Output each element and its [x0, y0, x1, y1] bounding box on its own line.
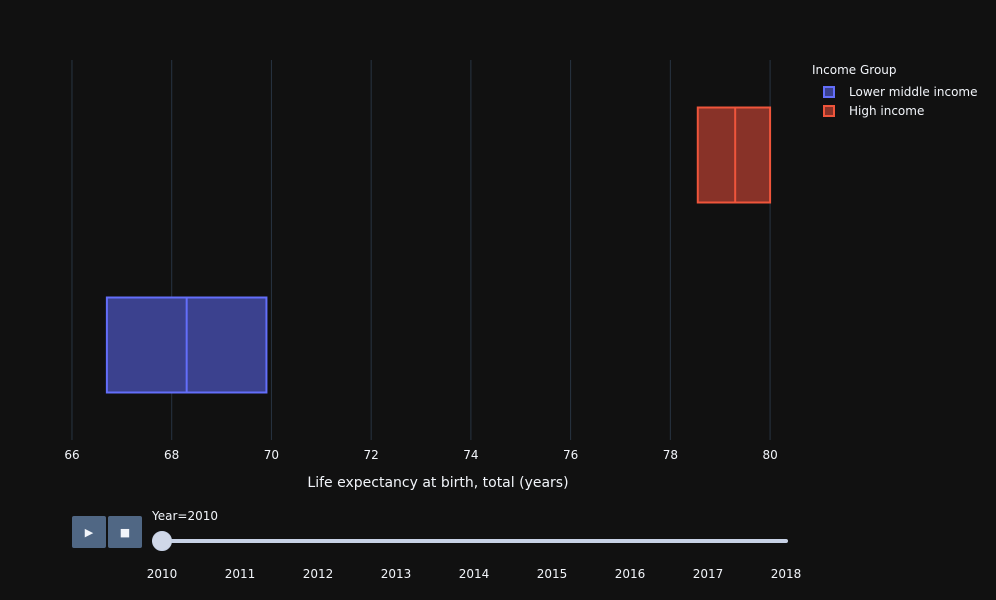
year-slider-steps: 2010 2011 2012 2013 2014 2015 2016 2017 2018 [0, 567, 996, 583]
x-tick-label: 78 [663, 448, 678, 462]
slider-step-label[interactable]: 2012 [302, 567, 334, 581]
legend-label: High income [849, 103, 925, 118]
slider-step-label[interactable]: 2018 [770, 567, 802, 581]
slider-step-label[interactable]: 2015 [536, 567, 568, 581]
x-tick-label: 68 [164, 448, 179, 462]
slider-step-label[interactable]: 2017 [692, 567, 724, 581]
box-lower-middle-income[interactable] [105, 296, 268, 394]
legend-item-high-income[interactable]: High income [823, 101, 978, 120]
legend-item-lower-middle-income[interactable]: Lower middle income [823, 82, 978, 101]
x-tick-label: 72 [364, 448, 379, 462]
x-tick-labels: 66 68 70 72 74 76 78 80 [64, 448, 777, 462]
box-body [696, 106, 772, 204]
x-tick-label: 76 [563, 448, 578, 462]
x-tick-label: 70 [264, 448, 279, 462]
chart-plot: 66 68 70 72 74 76 78 80 Life expectancy at birt… [64, 60, 778, 491]
legend-swatch [823, 85, 835, 98]
x-tick-label: 66 [64, 448, 79, 462]
play-button[interactable]: ▶ [72, 516, 106, 548]
play-icon: ▶ [84, 525, 94, 539]
grid-lines [71, 60, 771, 440]
year-slider-track[interactable] [152, 539, 788, 543]
x-tick-label: 74 [463, 448, 478, 462]
slider-step-label[interactable]: 2014 [458, 567, 490, 581]
box-high-income[interactable] [696, 106, 772, 204]
year-slider-handle[interactable] [152, 531, 172, 551]
animation-controls: ▶ ■ [72, 516, 144, 548]
box-series [105, 106, 772, 394]
slider-step-label[interactable]: 2011 [224, 567, 256, 581]
slider-step-label[interactable]: 2010 [146, 567, 178, 581]
legend-swatch [823, 104, 835, 117]
legend-label: Lower middle income [849, 84, 978, 99]
slider-step-label[interactable]: 2013 [380, 567, 412, 581]
slider-current-value: Year=2010 [152, 509, 218, 523]
x-axis-label: Life expectancy at birth, total (years) [307, 475, 568, 491]
legend: Income Group Lower middle income High in… [812, 63, 978, 120]
stop-button[interactable]: ■ [108, 516, 142, 548]
legend-title: Income Group [812, 63, 897, 77]
stop-icon: ■ [119, 525, 131, 539]
x-tick-label: 80 [762, 448, 777, 462]
slider-step-label[interactable]: 2016 [614, 567, 646, 581]
